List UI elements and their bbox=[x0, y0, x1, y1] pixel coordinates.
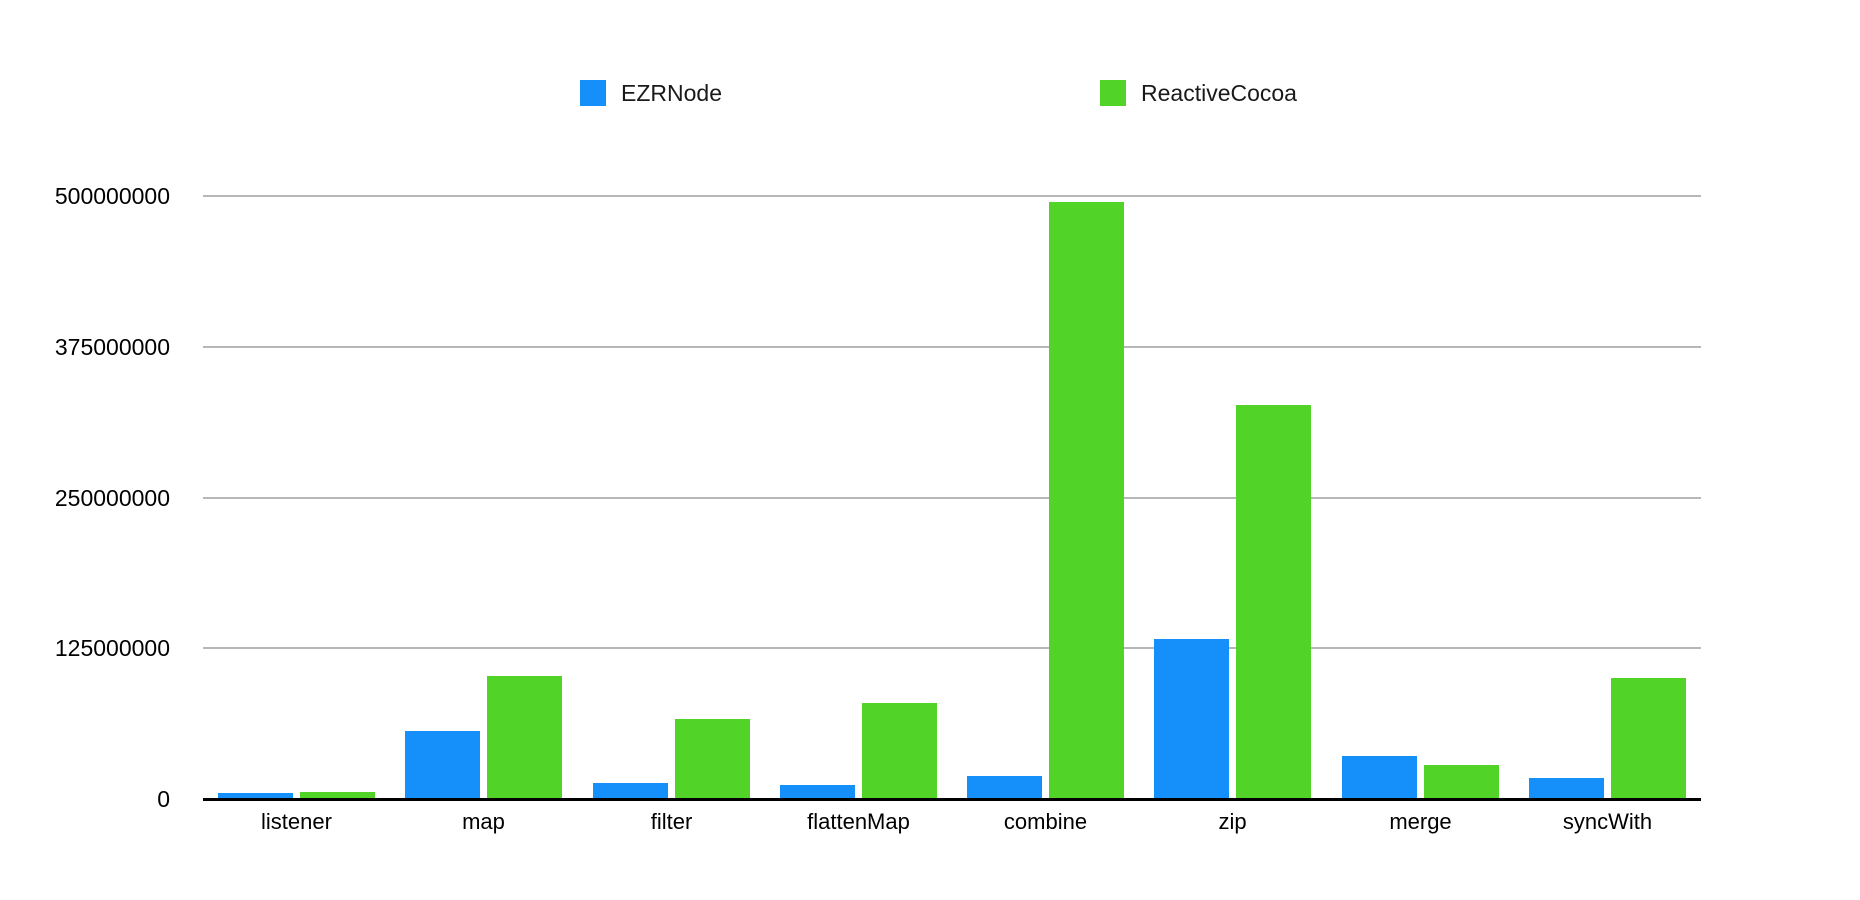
bar-reactivecocoa-merge bbox=[1424, 765, 1499, 799]
bar-reactivecocoa-syncWith bbox=[1611, 678, 1686, 799]
y-axis-tick-125000000: 125000000 bbox=[54, 635, 170, 662]
legend-swatch-ezrnode-icon bbox=[580, 80, 606, 106]
bar-ezrnode-filter bbox=[593, 783, 668, 799]
bar-ezrnode-combine bbox=[967, 776, 1042, 799]
gridline-500000000 bbox=[203, 195, 1701, 197]
y-axis-tick-500000000: 500000000 bbox=[54, 183, 170, 209]
legend-item-reactivecocoa: ReactiveCocoa bbox=[1100, 78, 1297, 108]
bar-reactivecocoa-combine bbox=[1049, 202, 1124, 799]
legend-label-reactivecocoa: ReactiveCocoa bbox=[1141, 79, 1297, 106]
y-axis-tick-0: 0 bbox=[157, 786, 170, 812]
bar-ezrnode-flattenMap bbox=[780, 785, 855, 799]
bar-reactivecocoa-flattenMap bbox=[862, 703, 937, 799]
bar-reactivecocoa-listener bbox=[300, 792, 375, 799]
x-axis-label-flattenMap: flattenMap bbox=[807, 809, 910, 834]
x-axis-label-zip: zip bbox=[1218, 809, 1247, 834]
legend-label-ezrnode: EZRNode bbox=[621, 79, 722, 106]
x-axis-label-map: map bbox=[462, 809, 505, 834]
y-axis-tick-375000000: 375000000 bbox=[54, 333, 170, 360]
y-axis-tick-250000000: 250000000 bbox=[54, 484, 170, 511]
bar-reactivecocoa-zip bbox=[1236, 405, 1311, 799]
gridline-125000000 bbox=[203, 647, 1701, 650]
bar-ezrnode-map bbox=[405, 731, 480, 799]
gridline-375000000 bbox=[203, 345, 1701, 348]
bar-ezrnode-zip bbox=[1154, 639, 1229, 799]
legend-item-ezrnode: EZRNode bbox=[580, 78, 722, 108]
bar-reactivecocoa-filter bbox=[675, 719, 750, 799]
x-axis-line bbox=[203, 798, 1701, 801]
legend-swatch-reactivecocoa-icon bbox=[1100, 80, 1126, 106]
bar-ezrnode-syncWith bbox=[1529, 778, 1604, 799]
bar-reactivecocoa-map bbox=[487, 676, 562, 799]
x-axis-label-filter: filter bbox=[650, 809, 693, 834]
x-axis-label-listener: listener bbox=[261, 809, 332, 834]
x-axis-label-syncWith: syncWith bbox=[1562, 809, 1653, 834]
x-axis-label-merge: merge bbox=[1389, 809, 1452, 834]
bar-ezrnode-merge bbox=[1342, 756, 1417, 799]
x-axis-label-combine: combine bbox=[1003, 809, 1088, 834]
gridline-250000000 bbox=[203, 496, 1701, 499]
bar-ezrnode-listener bbox=[218, 793, 293, 799]
